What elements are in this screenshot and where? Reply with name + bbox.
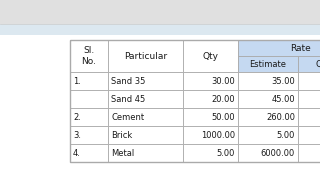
Bar (0, 0, 320, 24)
Bar (108, 108, 183, 126)
Bar (70, 40, 108, 72)
Bar (70, 90, 108, 108)
Bar (108, 90, 183, 108)
Bar (183, 108, 238, 126)
Text: 20.00: 20.00 (212, 95, 235, 104)
Text: Cement: Cement (111, 113, 144, 122)
Text: Sand 35: Sand 35 (111, 77, 145, 86)
Bar (298, 72, 320, 90)
Text: 50.00: 50.00 (212, 113, 235, 122)
Bar (0, 35, 320, 180)
Text: Rate: Rate (290, 44, 311, 53)
Bar (0, 24, 320, 35)
Text: Estimate: Estimate (250, 60, 286, 69)
Bar (108, 144, 183, 162)
Bar (238, 56, 298, 72)
Text: Qty: Qty (203, 52, 219, 61)
Text: 3.: 3. (73, 131, 81, 140)
Bar (298, 108, 320, 126)
Bar (108, 40, 183, 72)
Bar (238, 126, 298, 144)
Bar (298, 56, 320, 72)
Text: Quoted: Quoted (315, 60, 320, 69)
Bar (238, 40, 320, 56)
Bar (70, 108, 108, 126)
Text: 35.00: 35.00 (271, 77, 295, 86)
Text: 260.00: 260.00 (266, 113, 295, 122)
Bar (183, 72, 238, 90)
Text: 6000.00: 6000.00 (261, 149, 295, 158)
Text: 45.00: 45.00 (271, 95, 295, 104)
Bar (238, 72, 298, 90)
Bar (238, 90, 298, 108)
Text: 30.00: 30.00 (211, 77, 235, 86)
Text: 5.00: 5.00 (217, 149, 235, 158)
Bar (183, 90, 238, 108)
Bar (298, 144, 320, 162)
Bar (298, 126, 320, 144)
Bar (183, 126, 238, 144)
Text: Metal: Metal (111, 149, 134, 158)
Bar (238, 144, 298, 162)
Bar (238, 108, 298, 126)
Bar (70, 40, 320, 162)
Text: 1000.00: 1000.00 (201, 131, 235, 140)
Text: 2.: 2. (73, 113, 81, 122)
Text: 4.: 4. (73, 149, 81, 158)
Bar (298, 90, 320, 108)
Text: Brick: Brick (111, 131, 132, 140)
Text: 5.00: 5.00 (276, 131, 295, 140)
Bar (108, 72, 183, 90)
Bar (70, 72, 108, 90)
Bar (183, 40, 238, 72)
Bar (70, 126, 108, 144)
Bar (183, 144, 238, 162)
Text: Sand 45: Sand 45 (111, 95, 145, 104)
Text: Sl.
No.: Sl. No. (82, 46, 97, 66)
Text: Particular: Particular (124, 52, 167, 61)
Text: 1.: 1. (73, 77, 81, 86)
Bar (108, 126, 183, 144)
Bar (70, 144, 108, 162)
